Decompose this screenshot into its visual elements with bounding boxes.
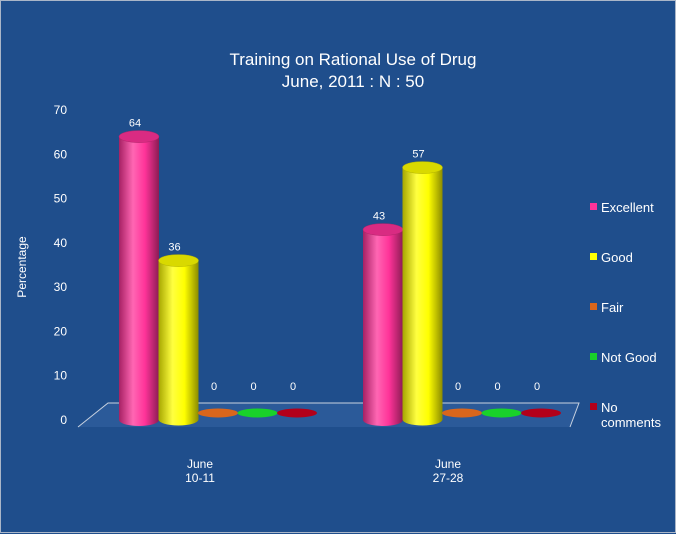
bar-base (237, 408, 278, 418)
y-tick-label: 20 (54, 324, 68, 338)
bar-base (198, 408, 238, 418)
data-label: 36 (168, 242, 180, 254)
y-tick-label: 50 (54, 192, 68, 206)
y-tick-label: 60 (54, 147, 68, 161)
bar-excellent: 43 (362, 211, 404, 426)
bar-top (402, 161, 443, 174)
bar-excellent: 64 (118, 118, 160, 427)
x-tick-label: 10-11 (185, 471, 215, 485)
bar-base (442, 408, 482, 418)
data-label: 0 (290, 381, 296, 393)
bar-not-good: 0 (237, 381, 278, 418)
bar-good: 36 (158, 242, 199, 426)
y-axis-label: Percentage (15, 236, 29, 298)
x-tick-label: 27-28 (433, 471, 464, 485)
legend-swatch (590, 303, 597, 310)
bar-base (277, 408, 317, 418)
data-label: 0 (494, 381, 500, 393)
bar-top (118, 130, 160, 143)
chart-title: Training on Rational Use of Drug (230, 50, 477, 69)
legend-item: Excellent (590, 200, 654, 215)
legend-swatch (590, 353, 597, 360)
legend-item: Good (590, 250, 633, 265)
bar-no-comments: 0 (277, 381, 317, 418)
data-label: 0 (455, 381, 461, 393)
legend-swatch (590, 403, 597, 410)
bar-top (158, 254, 199, 267)
data-label: 0 (250, 381, 256, 393)
data-label: 0 (211, 381, 217, 393)
data-label: 0 (534, 381, 540, 393)
y-tick-label: 0 (60, 413, 67, 427)
y-tick-label: 30 (54, 280, 68, 294)
bar-base (521, 408, 561, 418)
chart-subtitle: June, 2011 : N : 50 (282, 72, 424, 91)
bar-body (119, 136, 159, 427)
data-label: 64 (129, 118, 141, 130)
bar-base (481, 408, 522, 418)
data-label: 43 (373, 211, 385, 223)
legend-item: Not Good (590, 350, 657, 365)
legend-swatch (590, 203, 597, 210)
bar-body (158, 260, 199, 426)
legend-label: No (601, 400, 618, 415)
bar-body (402, 167, 443, 426)
bar-fair: 0 (442, 381, 482, 418)
legend-label: Good (601, 250, 633, 265)
bar-good: 57 (402, 149, 443, 426)
legend-label: comments (601, 415, 661, 430)
legend-item: Fair (590, 300, 624, 315)
bar-no-comments: 0 (521, 381, 561, 418)
bar-body (363, 229, 403, 426)
legend-label: Not Good (601, 350, 657, 365)
x-tick-label: June (187, 457, 213, 471)
legend-label: Fair (601, 300, 624, 315)
bar-group: 64 36 0 0 0 43 57 0 0 0 (118, 118, 561, 427)
y-tick-label: 40 (54, 236, 68, 250)
y-tick-label: 10 (54, 369, 68, 383)
y-tick-label: 70 (54, 103, 68, 117)
legend-label: Excellent (601, 200, 654, 215)
y-axis-ticks: 0 10 20 30 40 50 60 70 (54, 103, 68, 427)
bar-fair: 0 (198, 381, 238, 418)
legend-swatch (590, 253, 597, 260)
x-tick-label: June (435, 457, 461, 471)
data-label: 57 (412, 149, 424, 161)
bar-not-good: 0 (481, 381, 522, 418)
bar-top (362, 223, 404, 236)
